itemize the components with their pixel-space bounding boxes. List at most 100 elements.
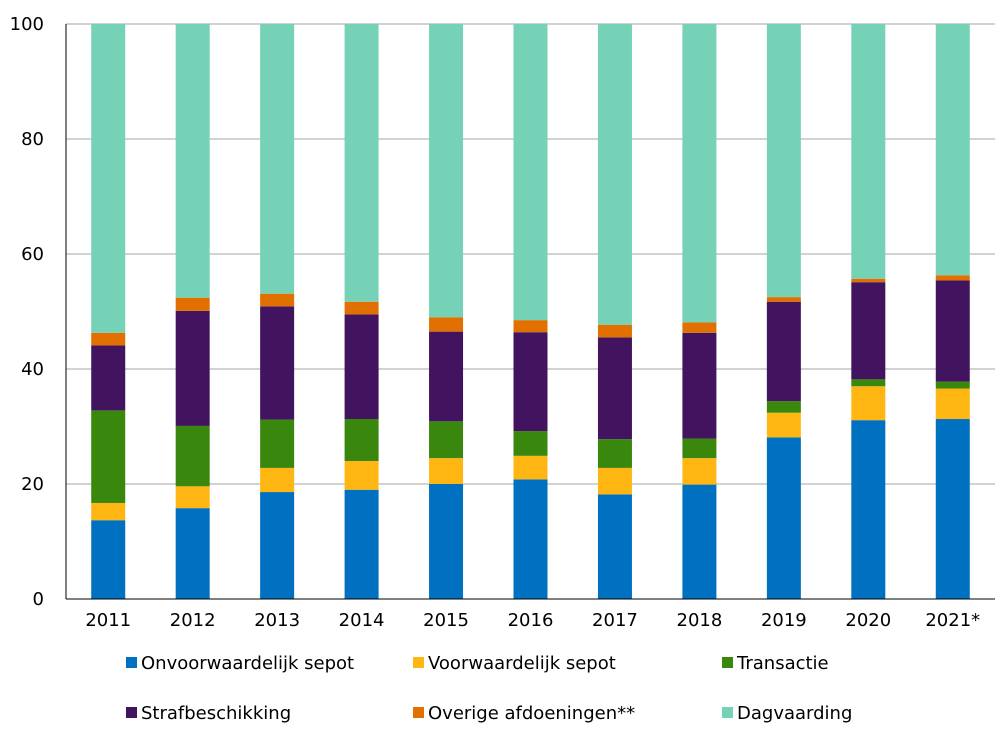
bar-transactie-2013 xyxy=(260,419,295,468)
bar-onvoorwaardelijk-sepot-2021 xyxy=(935,419,970,599)
bar-onvoorwaardelijk-sepot-2012 xyxy=(175,508,210,599)
bar-strafbeschikking-2021 xyxy=(935,280,970,382)
legend-label-transactie: Transactie xyxy=(736,653,829,674)
legend-swatch-dagvaarding xyxy=(722,707,733,718)
legend-swatch-strafbeschikking xyxy=(126,707,137,718)
x-tick-label-2015: 2015 xyxy=(423,610,469,631)
bar-voorwaardelijk-sepot-2017 xyxy=(597,467,632,495)
bar-transactie-2020 xyxy=(851,379,886,387)
y-tick-label-0: 0 xyxy=(33,589,44,610)
x-tick-label-2019: 2019 xyxy=(761,610,807,631)
bar-dagvaarding-2021 xyxy=(935,24,970,276)
bar-voorwaardelijk-sepot-2015 xyxy=(429,458,464,484)
bar-dagvaarding-2018 xyxy=(682,24,717,323)
bar-strafbeschikking-2014 xyxy=(344,314,379,420)
bar-onvoorwaardelijk-sepot-2017 xyxy=(597,494,632,599)
legend-swatch-transactie xyxy=(722,657,733,668)
bar-strafbeschikking-2011 xyxy=(91,345,126,411)
bar-transactie-2021 xyxy=(935,381,970,389)
y-tick-label-100: 100 xyxy=(10,14,44,35)
legend-label-dagvaarding: Dagvaarding xyxy=(737,703,852,724)
bar-overige-afdoeningen-2013 xyxy=(260,293,295,307)
bar-voorwaardelijk-sepot-2013 xyxy=(260,467,295,493)
bar-voorwaardelijk-sepot-2020 xyxy=(851,386,886,421)
bar-transactie-2018 xyxy=(682,438,717,459)
bar-voorwaardelijk-sepot-2016 xyxy=(513,455,548,480)
bar-voorwaardelijk-sepot-2012 xyxy=(175,486,210,509)
bar-transactie-2017 xyxy=(597,439,632,468)
bar-transactie-2012 xyxy=(175,425,210,487)
bar-overige-afdoeningen-2011 xyxy=(91,332,126,346)
bar-strafbeschikking-2018 xyxy=(682,332,717,439)
bar-overige-afdoeningen-2020 xyxy=(851,278,886,283)
bar-onvoorwaardelijk-sepot-2016 xyxy=(513,479,548,599)
legend-label-overige-afdoeningen: Overige afdoeningen** xyxy=(428,703,635,724)
bar-strafbeschikking-2016 xyxy=(513,332,548,432)
y-tick-label-80: 80 xyxy=(21,129,44,150)
bar-strafbeschikking-2019 xyxy=(766,301,801,402)
bar-strafbeschikking-2020 xyxy=(851,282,886,380)
bar-dagvaarding-2019 xyxy=(766,24,801,298)
legend-swatch-overige-afdoeningen xyxy=(413,707,424,718)
bar-overige-afdoeningen-2014 xyxy=(344,301,379,315)
y-tick-label-40: 40 xyxy=(21,359,44,380)
bar-dagvaarding-2015 xyxy=(429,24,464,318)
bar-strafbeschikking-2015 xyxy=(429,331,464,422)
y-tick-label-60: 60 xyxy=(21,244,44,265)
axes: 0 20 40 60 80 100 2011 2012 2013 2014 2015 2016 2017… xyxy=(10,14,995,631)
bar-transactie-2011 xyxy=(91,410,126,503)
bar-dagvaarding-2011 xyxy=(91,24,126,333)
bar-transactie-2015 xyxy=(429,421,464,459)
bar-dagvaarding-2013 xyxy=(260,24,295,294)
bar-dagvaarding-2016 xyxy=(513,24,548,321)
bar-onvoorwaardelijk-sepot-2015 xyxy=(429,484,464,599)
legend: Onvoorwaardelijk sepot Voorwaardelijk sep… xyxy=(126,653,852,724)
x-tick-label-2016: 2016 xyxy=(508,610,554,631)
bar-transactie-2014 xyxy=(344,419,379,461)
bars xyxy=(91,24,970,599)
x-tick-label-2012: 2012 xyxy=(170,610,216,631)
bar-overige-afdoeningen-2015 xyxy=(429,317,464,332)
bar-transactie-2016 xyxy=(513,431,548,456)
bar-voorwaardelijk-sepot-2014 xyxy=(344,461,379,490)
bar-overige-afdoeningen-2018 xyxy=(682,322,717,333)
bar-dagvaarding-2020 xyxy=(851,24,886,279)
x-tick-label-2018: 2018 xyxy=(677,610,723,631)
bar-dagvaarding-2014 xyxy=(344,24,379,302)
legend-swatch-voorwaardelijk-sepot xyxy=(413,657,424,668)
bar-strafbeschikking-2017 xyxy=(597,337,632,440)
legend-swatch-onvoorwaardelijk-sepot xyxy=(126,657,137,668)
bar-onvoorwaardelijk-sepot-2011 xyxy=(91,520,126,599)
bar-voorwaardelijk-sepot-2019 xyxy=(766,412,801,438)
x-tick-label-2020: 2020 xyxy=(845,610,891,631)
x-tick-label-2017: 2017 xyxy=(592,610,638,631)
bar-onvoorwaardelijk-sepot-2020 xyxy=(851,420,886,599)
x-tick-label-2013: 2013 xyxy=(254,610,300,631)
bar-dagvaarding-2017 xyxy=(597,24,632,325)
x-tick-label-2011: 2011 xyxy=(85,610,131,631)
bar-onvoorwaardelijk-sepot-2013 xyxy=(260,492,295,599)
y-tick-label-20: 20 xyxy=(21,474,44,495)
bar-onvoorwaardelijk-sepot-2018 xyxy=(682,484,717,599)
bar-strafbeschikking-2013 xyxy=(260,306,295,420)
bar-overige-afdoeningen-2021 xyxy=(935,275,970,281)
bar-onvoorwaardelijk-sepot-2019 xyxy=(766,437,801,599)
bar-voorwaardelijk-sepot-2011 xyxy=(91,502,126,521)
legend-label-onvoorwaardelijk-sepot: Onvoorwaardelijk sepot xyxy=(141,653,354,674)
bar-transactie-2019 xyxy=(766,401,801,413)
bar-onvoorwaardelijk-sepot-2014 xyxy=(344,489,379,599)
bar-overige-afdoeningen-2012 xyxy=(175,297,210,311)
bar-overige-afdoeningen-2019 xyxy=(766,297,801,302)
x-tick-label-2014: 2014 xyxy=(339,610,385,631)
legend-label-strafbeschikking: Strafbeschikking xyxy=(141,703,291,724)
bar-voorwaardelijk-sepot-2021 xyxy=(935,388,970,420)
bar-overige-afdoeningen-2017 xyxy=(597,324,632,338)
bar-strafbeschikking-2012 xyxy=(175,310,210,426)
legend-label-voorwaardelijk-sepot: Voorwaardelijk sepot xyxy=(428,653,616,674)
x-tick-label-2021: 2021* xyxy=(925,610,980,631)
bar-dagvaarding-2012 xyxy=(175,24,210,298)
bar-voorwaardelijk-sepot-2018 xyxy=(682,458,717,485)
bar-overige-afdoeningen-2016 xyxy=(513,320,548,333)
